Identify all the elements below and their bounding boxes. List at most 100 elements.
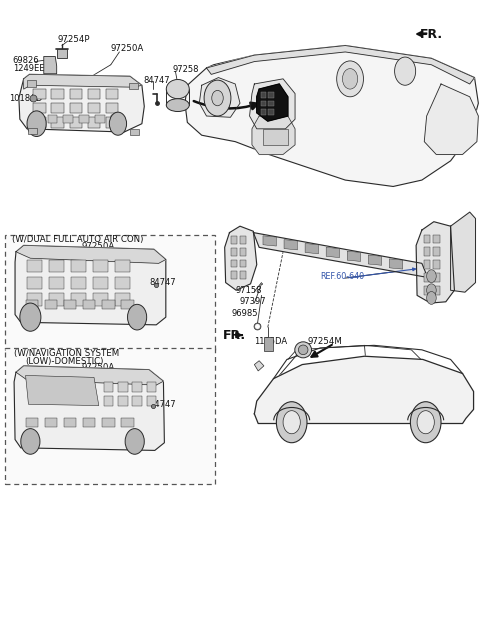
Text: FR.: FR. bbox=[420, 28, 443, 40]
Polygon shape bbox=[33, 103, 46, 114]
Polygon shape bbox=[433, 234, 440, 243]
Polygon shape bbox=[424, 260, 431, 269]
Polygon shape bbox=[231, 248, 237, 256]
Polygon shape bbox=[206, 46, 475, 84]
Polygon shape bbox=[70, 103, 82, 114]
Text: 97254P: 97254P bbox=[57, 35, 90, 44]
Polygon shape bbox=[49, 293, 64, 306]
Polygon shape bbox=[27, 277, 42, 289]
Polygon shape bbox=[231, 236, 237, 244]
Polygon shape bbox=[326, 247, 339, 257]
Text: (W/NAVIGATION SYSTEM: (W/NAVIGATION SYSTEM bbox=[14, 349, 120, 358]
Text: 97254M: 97254M bbox=[308, 337, 343, 346]
Circle shape bbox=[20, 303, 41, 331]
Polygon shape bbox=[118, 396, 128, 406]
Polygon shape bbox=[433, 260, 440, 269]
Polygon shape bbox=[64, 419, 76, 428]
Text: (LOW)-DOMESTIC): (LOW)-DOMESTIC) bbox=[25, 357, 104, 366]
Text: 97397: 97397 bbox=[239, 297, 265, 306]
Polygon shape bbox=[106, 117, 119, 128]
Ellipse shape bbox=[166, 99, 189, 112]
Text: (W/DUAL FULL AUTO AIR CON): (W/DUAL FULL AUTO AIR CON) bbox=[12, 235, 144, 244]
Circle shape bbox=[427, 291, 436, 304]
Polygon shape bbox=[102, 419, 115, 428]
Text: 1125DA: 1125DA bbox=[254, 337, 288, 346]
Polygon shape bbox=[368, 255, 382, 265]
Polygon shape bbox=[33, 89, 46, 100]
Polygon shape bbox=[64, 300, 76, 309]
Polygon shape bbox=[48, 115, 57, 123]
Text: 97250A: 97250A bbox=[81, 363, 114, 372]
Polygon shape bbox=[49, 260, 64, 272]
Polygon shape bbox=[115, 260, 131, 272]
Polygon shape bbox=[284, 239, 298, 250]
Polygon shape bbox=[240, 271, 246, 279]
Polygon shape bbox=[104, 396, 113, 406]
Polygon shape bbox=[70, 117, 82, 128]
Circle shape bbox=[410, 402, 441, 443]
Polygon shape bbox=[24, 74, 142, 89]
Polygon shape bbox=[16, 245, 166, 263]
Bar bbox=[5, 234, 215, 350]
Circle shape bbox=[427, 270, 436, 282]
Polygon shape bbox=[261, 101, 266, 107]
Polygon shape bbox=[132, 382, 142, 392]
Circle shape bbox=[21, 429, 40, 455]
Polygon shape bbox=[70, 89, 82, 100]
Polygon shape bbox=[49, 277, 64, 289]
Polygon shape bbox=[424, 273, 431, 282]
Polygon shape bbox=[253, 232, 428, 277]
Circle shape bbox=[276, 402, 307, 443]
Polygon shape bbox=[71, 277, 86, 289]
Polygon shape bbox=[88, 89, 100, 100]
Circle shape bbox=[336, 61, 363, 97]
Polygon shape bbox=[252, 116, 295, 155]
Polygon shape bbox=[27, 80, 36, 87]
Polygon shape bbox=[111, 115, 120, 123]
Circle shape bbox=[395, 57, 416, 85]
Polygon shape bbox=[231, 271, 237, 279]
Polygon shape bbox=[51, 103, 64, 114]
Circle shape bbox=[342, 69, 358, 89]
Text: REF.60-640: REF.60-640 bbox=[321, 272, 364, 281]
Polygon shape bbox=[45, 419, 57, 428]
Polygon shape bbox=[389, 259, 403, 269]
Polygon shape bbox=[88, 117, 100, 128]
Text: 97258: 97258 bbox=[172, 65, 199, 74]
Polygon shape bbox=[257, 84, 288, 121]
Circle shape bbox=[204, 80, 231, 116]
Polygon shape bbox=[264, 337, 273, 351]
Polygon shape bbox=[240, 236, 246, 244]
Polygon shape bbox=[93, 277, 108, 289]
Circle shape bbox=[212, 91, 223, 106]
Text: 97250A: 97250A bbox=[111, 44, 144, 53]
Polygon shape bbox=[424, 234, 431, 243]
Polygon shape bbox=[130, 129, 139, 135]
Polygon shape bbox=[347, 251, 360, 261]
Circle shape bbox=[427, 284, 436, 297]
Polygon shape bbox=[147, 382, 156, 392]
Polygon shape bbox=[424, 286, 431, 295]
Polygon shape bbox=[433, 247, 440, 256]
Polygon shape bbox=[424, 84, 479, 155]
Polygon shape bbox=[104, 382, 113, 392]
Polygon shape bbox=[57, 49, 67, 58]
Polygon shape bbox=[263, 129, 288, 145]
Polygon shape bbox=[115, 293, 131, 306]
Polygon shape bbox=[14, 366, 164, 451]
Circle shape bbox=[109, 112, 127, 135]
Text: 84747: 84747 bbox=[149, 400, 176, 409]
Polygon shape bbox=[44, 56, 57, 74]
Polygon shape bbox=[121, 300, 134, 309]
Polygon shape bbox=[115, 277, 131, 289]
Polygon shape bbox=[132, 396, 142, 406]
Polygon shape bbox=[261, 92, 266, 98]
Polygon shape bbox=[268, 92, 274, 98]
Text: 1018AD: 1018AD bbox=[9, 94, 43, 103]
Polygon shape bbox=[15, 245, 166, 325]
Polygon shape bbox=[79, 115, 89, 123]
Polygon shape bbox=[451, 212, 476, 292]
Polygon shape bbox=[106, 103, 119, 114]
Polygon shape bbox=[25, 300, 38, 309]
Polygon shape bbox=[416, 221, 455, 303]
